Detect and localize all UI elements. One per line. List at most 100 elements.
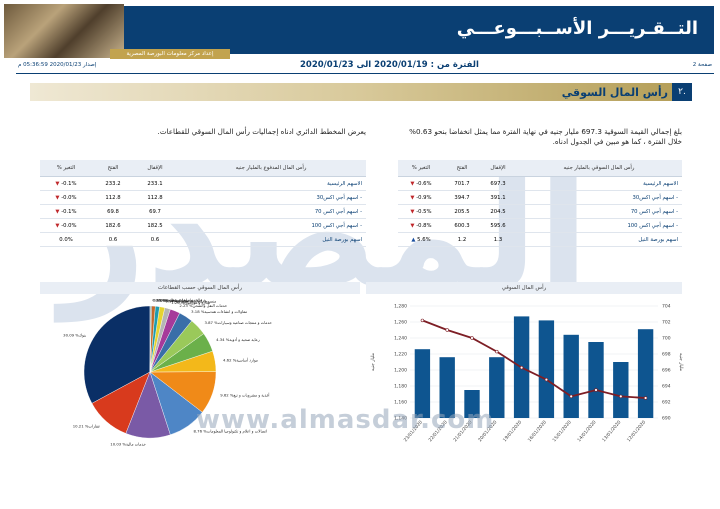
watermark-url: www.almasdar.com	[196, 405, 495, 435]
x-tick-label: 16/01/2020	[527, 419, 548, 443]
cell-name: - اسهم أجي اكس 70	[516, 204, 682, 219]
pie-slice-label: 4.62 %موارد أساسية	[223, 358, 258, 363]
cell-open: 394.7	[444, 190, 480, 205]
x-tick-label: 15/01/2020	[551, 419, 572, 443]
cell-name: - اسهم أجي اكس 100	[176, 218, 366, 233]
cell-name: الاسهم الرئيسية	[176, 176, 366, 191]
bar	[613, 362, 629, 418]
y-left-tick-label: 1,200	[394, 368, 407, 374]
line-point	[445, 328, 449, 332]
y-right-tick-label: 702	[662, 320, 671, 326]
y-left-tick-label: 1,140	[394, 416, 407, 422]
y-right-tick-label: 690	[662, 416, 671, 422]
table-row: ▲ 5.6% 1.2 1.3 اسهم بورصة النيل	[398, 232, 682, 247]
cell-close: 204.5	[480, 204, 516, 219]
line-point	[544, 377, 549, 382]
pie-slice-label: 0.16 %طاقة و خدمات مساندة	[152, 298, 202, 303]
y-right-tick-label: 694	[662, 384, 671, 390]
cell-open: 233.2	[92, 176, 134, 191]
header-divider	[16, 73, 714, 74]
cell-change: ▼ -0.6%	[398, 176, 444, 191]
paid-capital-table: % التغير الفتح الإقفال رأس المال المدفوع…	[40, 160, 366, 247]
pie-slice-label: 2.23 %خدمات النقل والشحن	[179, 303, 227, 308]
line-point	[519, 365, 524, 370]
pie-slice-label: 30.09 %بنوك	[63, 333, 86, 338]
pie-slice-label: 10.21 %عقارات	[73, 423, 101, 428]
table-row: ▼ -0.9% 394.7 391.1- اسهم أجي اكس30	[398, 190, 682, 205]
pie-slice-label: 8.76 %اتصالات و اعلام و تكنولوجيا المعلو…	[194, 428, 267, 433]
section-title: رأس المال السوقي	[561, 86, 668, 99]
cell-open: 205.5	[444, 204, 480, 219]
bar	[538, 320, 555, 418]
cell-name: - اسهم أجي اكس 70	[176, 204, 366, 219]
line-point	[619, 394, 623, 399]
section-bar	[30, 83, 690, 101]
series-line	[422, 319, 646, 399]
cell-open: 701.7	[444, 176, 480, 191]
cell-change: ▼ -0.0%	[40, 190, 92, 205]
bar	[414, 349, 431, 418]
line-point	[420, 318, 425, 323]
table-row: ▼ -0.8% 600.3 595.6- اسهم أجي اكس 100	[398, 218, 682, 233]
market-cap-chart: 1,140 1,160 1,180 1,200 1,220 1,240 1,260 1,280…	[371, 304, 683, 444]
y-left-tick-label: 1,160	[394, 400, 407, 406]
line-point	[643, 396, 648, 400]
table-row: ▼ -0.6% 701.7 697.3 الاسهم الرئيسية	[398, 176, 682, 191]
x-tick-label: 12/01/2020	[626, 419, 647, 443]
col-name: رأس المال السوقي بالمليار جنيه	[516, 160, 682, 177]
cell-change: ▼ -0.9%	[398, 190, 444, 205]
cell-name: اسهم بورصة النيل	[516, 232, 682, 247]
paragraph-market-cap: بلغ إجمالي القيمة السوقية 697.3 مليار جن…	[409, 127, 682, 146]
report-title: التــقـريـــر الأســبـــوعـــي	[456, 18, 698, 39]
col-open: الفتح	[444, 160, 480, 177]
pie-slice-label: 0.18 %ورق و مواد تعبئة و تغليف	[153, 298, 206, 303]
cell-close: 697.3	[480, 176, 516, 191]
pie-slice-label: 3.87 %خدمات و منتجات صناعية وسيارات	[205, 320, 273, 325]
cell-close: 391.1	[480, 190, 516, 205]
y-right-tick-label: 700	[662, 336, 671, 342]
cell-open: 69.8	[92, 204, 134, 219]
cell-name: - اسهم أجي اكس30	[516, 190, 682, 205]
y-left-tick-label: 1,180	[394, 384, 407, 390]
cell-open: 0.6	[92, 232, 134, 247]
table-row: ▼ -0.1% 233.2 233.1 الاسهم الرئيسية	[40, 176, 366, 191]
col-close: الإقفال	[480, 160, 516, 177]
table-row: ▼ -0.1% 69.8 69.7- اسهم أجي اكس 70	[40, 204, 366, 219]
direction-arrow-icon: ▼	[410, 222, 415, 229]
cell-change: ▼ -0.8%	[398, 218, 444, 233]
cell-change: ▼ -0.1%	[40, 204, 92, 219]
direction-arrow-icon: ▼	[55, 208, 60, 215]
cell-change: ▲ 5.6%	[398, 232, 444, 247]
col-close: الإقفال	[134, 160, 176, 177]
cell-name: اسهم بورصة النيل	[176, 232, 366, 247]
direction-arrow-icon: ▼	[410, 180, 415, 187]
line-point	[569, 394, 573, 399]
bar-chart-title: رأس المال السوقي	[366, 282, 682, 294]
pie-slice-label: 0.95 %مواد البناء	[160, 298, 189, 303]
cell-name: الاسهم الرئيسية	[516, 176, 682, 191]
pie-slice-label: 1.26 %تجارة و موزعون	[171, 300, 210, 305]
cell-name: - اسهم أجي اكس 100	[516, 218, 682, 233]
cell-change: ▼ -0.1%	[40, 176, 92, 191]
bar	[588, 342, 604, 418]
direction-arrow-icon: ▲	[411, 236, 416, 243]
x-tick-label: 13/01/2020	[601, 419, 622, 443]
cell-open: 1.2	[444, 232, 480, 247]
line-point	[594, 388, 598, 392]
col-change: % التغير	[40, 160, 92, 177]
cell-close: 112.8	[134, 190, 176, 205]
pie-slice	[149, 305, 151, 373]
table-row: ▼ -0.0% 182.6 182.5- اسهم أجي اكس 100	[40, 218, 366, 233]
cell-close: 69.7	[134, 204, 176, 219]
market-cap-table: % التغير الفتح الإقفال رأس المال السوقي …	[398, 160, 682, 247]
y-left-axis-label: مليار جنيه	[371, 352, 376, 371]
y-left-tick-label: 1,240	[394, 336, 407, 342]
y-right-tick-label: 704	[662, 304, 671, 310]
direction-arrow-icon: ▼	[410, 194, 415, 201]
y-left-tick-label: 1,260	[394, 320, 407, 326]
header-banner: التــقـريـــر الأســبـــوعـــي	[124, 6, 714, 54]
y-right-tick-label: 698	[662, 352, 671, 358]
bar	[439, 357, 455, 418]
cell-close: 0.6	[134, 232, 176, 247]
cell-close: 233.1	[134, 176, 176, 191]
